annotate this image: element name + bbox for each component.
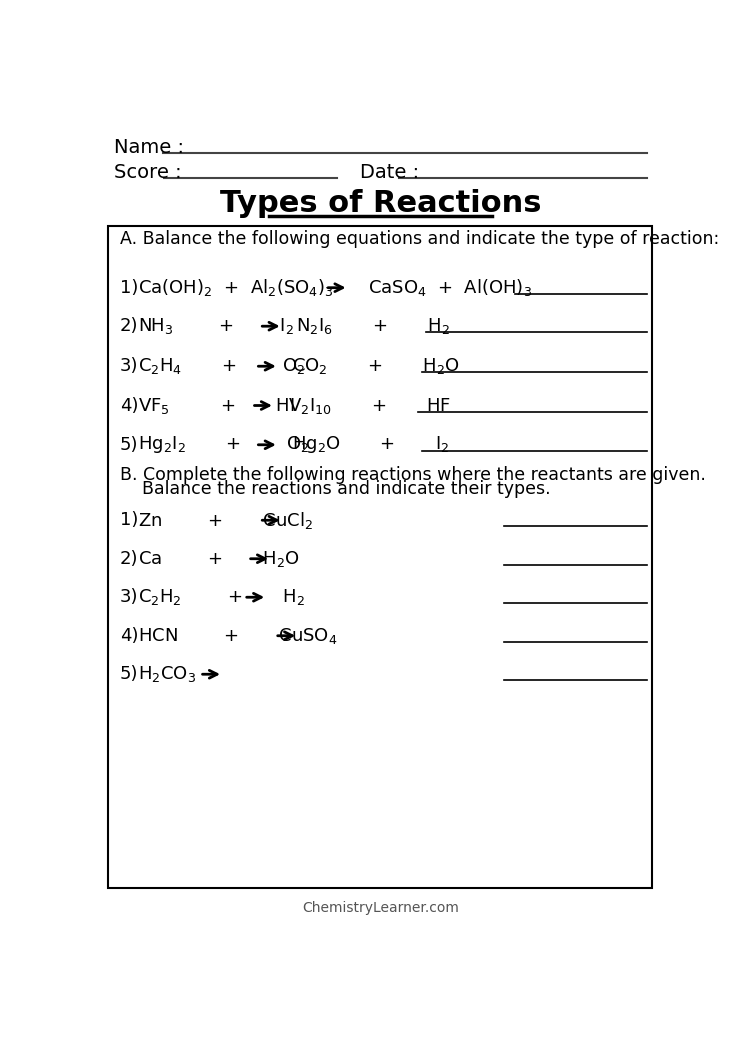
Text: C$_2$H$_2$        +       H$_2$: C$_2$H$_2$ + H$_2$ xyxy=(138,587,304,607)
Text: 2): 2) xyxy=(120,317,138,335)
Text: 3): 3) xyxy=(120,357,138,375)
Text: Hg$_2$O       +       I$_2$: Hg$_2$O + I$_2$ xyxy=(292,435,449,456)
Text: 4): 4) xyxy=(120,627,138,645)
Text: Ca        +       H$_2$O: Ca + H$_2$O xyxy=(138,549,300,569)
Text: VF$_5$         +       HI: VF$_5$ + HI xyxy=(138,396,295,416)
Text: CO$_2$       +       H$_2$O: CO$_2$ + H$_2$O xyxy=(292,356,460,376)
Text: Date :: Date : xyxy=(360,163,419,182)
Text: 4): 4) xyxy=(120,397,138,415)
Text: NH$_3$        +        I$_2$: NH$_3$ + I$_2$ xyxy=(138,316,294,336)
Text: 1): 1) xyxy=(120,511,138,529)
Text: Hg$_2$I$_2$       +        O$_2$: Hg$_2$I$_2$ + O$_2$ xyxy=(138,435,309,456)
Text: Zn        +       CuCl$_2$: Zn + CuCl$_2$ xyxy=(138,509,313,530)
Text: A. Balance the following equations and indicate the type of reaction:: A. Balance the following equations and i… xyxy=(120,230,719,248)
Text: Name :: Name : xyxy=(114,138,185,158)
Text: N$_2$I$_6$       +       H$_2$: N$_2$I$_6$ + H$_2$ xyxy=(296,316,450,336)
Text: 3): 3) xyxy=(120,588,138,606)
Text: Score :: Score : xyxy=(114,163,182,182)
Text: Ca(OH)$_2$  +  Al$_2$(SO$_4$)$_3$: Ca(OH)$_2$ + Al$_2$(SO$_4$)$_3$ xyxy=(138,277,333,298)
Bar xyxy=(108,226,652,888)
Text: B. Complete the following reactions where the reactants are given.: B. Complete the following reactions wher… xyxy=(120,466,706,484)
Text: Balance the reactions and indicate their types.: Balance the reactions and indicate their… xyxy=(120,481,551,499)
Text: 1): 1) xyxy=(120,278,138,297)
Text: CaSO$_4$  +  Al(OH)$_3$: CaSO$_4$ + Al(OH)$_3$ xyxy=(368,277,532,298)
Text: V$_2$I$_{10}$       +       HF: V$_2$I$_{10}$ + HF xyxy=(288,396,451,416)
Text: 5): 5) xyxy=(120,666,138,684)
Text: C$_2$H$_4$       +        O$_2$: C$_2$H$_4$ + O$_2$ xyxy=(138,356,305,376)
Text: 5): 5) xyxy=(120,436,138,454)
Text: 2): 2) xyxy=(120,550,138,568)
Text: H$_2$CO$_3$: H$_2$CO$_3$ xyxy=(138,665,196,685)
Text: HCN        +       CuSO$_4$: HCN + CuSO$_4$ xyxy=(138,626,337,646)
Text: Types of Reactions: Types of Reactions xyxy=(220,189,541,217)
Text: ChemistryLearner.com: ChemistryLearner.com xyxy=(302,901,459,915)
